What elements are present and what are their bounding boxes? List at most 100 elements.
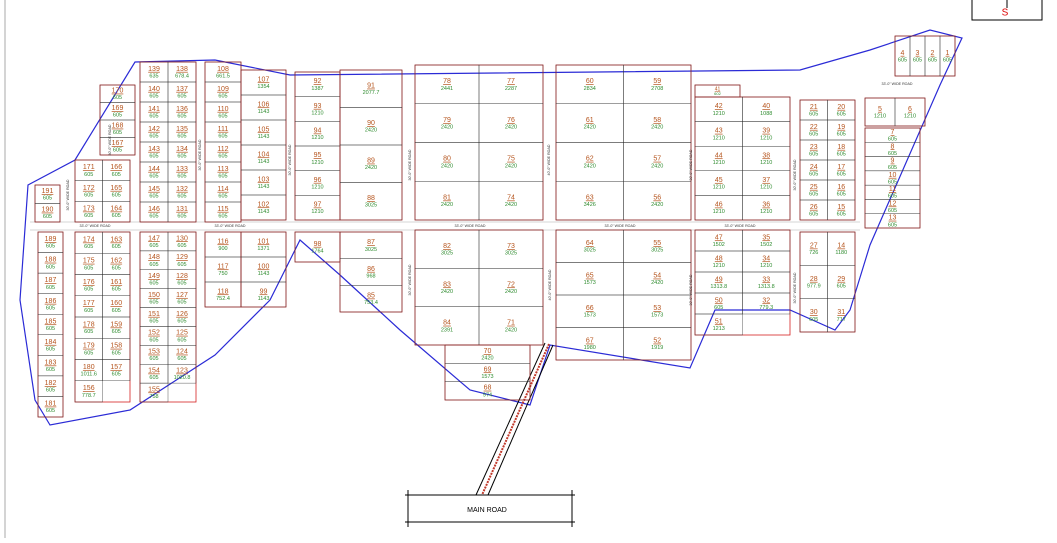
plot-number: 5 <box>878 106 882 113</box>
plot-number: 130 <box>176 235 188 242</box>
plot-number: 41 <box>715 86 721 92</box>
plot-area: 2420 <box>365 128 377 134</box>
plot-number: 72 <box>507 281 515 288</box>
plot-number: 3 <box>916 50 920 57</box>
plot-area: 2834 <box>584 86 596 92</box>
plot-number: 165 <box>110 185 122 192</box>
plot-number: 109 <box>217 86 229 93</box>
plot <box>339 285 403 313</box>
plot-area: 1502 <box>713 242 725 248</box>
plot-number: 158 <box>110 343 122 350</box>
plot-area: 605 <box>112 244 121 250</box>
plot-area: 1354 <box>257 84 269 90</box>
plot-area: 605 <box>809 317 818 323</box>
plot-area: 3025 <box>651 248 663 254</box>
plot-number: 75 <box>507 156 515 163</box>
plot-area: 605 <box>177 262 186 268</box>
plot-number: 13 <box>889 215 897 222</box>
plot-area: 2708 <box>651 86 663 92</box>
plot-number: 103 <box>258 176 270 183</box>
road-label: 30'-0" WIDE ROAD <box>793 272 797 303</box>
plot <box>240 281 287 308</box>
plot-area: 605 <box>177 243 186 249</box>
plot-number: 77 <box>507 78 515 85</box>
plot-number: 47 <box>715 234 723 241</box>
plot-number: 145 <box>148 186 160 193</box>
plot-number: 8 <box>891 143 895 150</box>
plot-area: 605 <box>177 300 186 306</box>
plot-number: 151 <box>148 311 160 318</box>
plot-area: 1143 <box>258 134 270 140</box>
plot-number: 147 <box>148 235 160 242</box>
plot-area: 605 <box>84 172 93 178</box>
plot-number: 39 <box>762 128 770 135</box>
plot-area: 605 <box>888 222 897 228</box>
road-label: 33'-0" WIDE ROAD <box>605 224 636 228</box>
plot-area: 605 <box>837 191 846 197</box>
plot-number: 133 <box>176 166 188 173</box>
plot-number: 166 <box>110 164 122 171</box>
plot-area: 605 <box>177 193 186 199</box>
plot-number: 67 <box>586 338 594 345</box>
plot-number: 179 <box>83 343 95 350</box>
road-label: 30'-0" WIDE ROAD <box>689 149 693 180</box>
plot-area: 1764 <box>311 248 323 254</box>
plot-area: 1213 <box>713 326 725 332</box>
plot-area: 1143 <box>258 271 270 277</box>
plot-area: 752.4 <box>216 296 230 302</box>
plot-area: 2420 <box>505 163 517 169</box>
plot-area: 605 <box>149 356 158 362</box>
plot-area: 753.4 <box>364 300 378 306</box>
plot-number: 150 <box>148 292 160 299</box>
plot-number: 106 <box>258 101 270 108</box>
plot-area: 605 <box>84 350 93 356</box>
plot-area: 1143 <box>258 159 270 165</box>
plot-area: 2420 <box>441 125 453 131</box>
plot-area: 2420 <box>441 163 453 169</box>
plot-area: 1573 <box>651 313 663 319</box>
plot-number: 63 <box>586 194 594 201</box>
road-label: 30'-0" WIDE ROAD <box>689 274 693 305</box>
plot-area: 605 <box>837 211 846 217</box>
plot-area: 605 <box>837 283 846 289</box>
road-label: 30'-0" WIDE ROAD <box>108 124 112 155</box>
plot-area: 605 <box>112 265 121 271</box>
plot-area: 717 <box>837 317 846 323</box>
plot-area: 605 <box>177 113 186 119</box>
plot-area: 605 <box>84 244 93 250</box>
plot-area: 1210 <box>311 209 323 215</box>
plot-area: 1210 <box>713 209 725 215</box>
plot-area: 605 <box>837 151 846 157</box>
plot-number: 140 <box>148 86 160 93</box>
plot-area: 605 <box>149 113 158 119</box>
plot-area: 1573 <box>584 280 596 286</box>
plot-area: 605 <box>177 356 186 362</box>
plot-number: 52 <box>653 338 661 345</box>
plot-number: 118 <box>217 288 228 295</box>
plot-area: 1143 <box>258 109 270 115</box>
plot <box>623 181 692 221</box>
plot-number: 36 <box>762 202 770 209</box>
plot-number: 51 <box>715 318 723 325</box>
plot-area: 1088 <box>760 111 772 117</box>
plot-area: 605 <box>149 243 158 249</box>
plot-number: 169 <box>112 105 124 112</box>
plot-number: 127 <box>176 292 188 299</box>
plot-number: 89 <box>367 158 375 165</box>
plot-number: 114 <box>217 186 228 193</box>
plot-area: 3025 <box>584 248 596 254</box>
plot-area: 605 <box>43 214 52 220</box>
plot-number: 35 <box>762 234 770 241</box>
plot-area: 605 <box>177 213 186 219</box>
plot-area: 605 <box>113 113 122 119</box>
plot-area: 779.3 <box>759 305 773 311</box>
plot-area: 605 <box>837 111 846 117</box>
plot-area: 605 <box>149 153 158 159</box>
plot-area: 3025 <box>441 251 453 257</box>
plot-number: 125 <box>176 330 188 337</box>
plot-number: 40 <box>762 103 770 110</box>
plot-area: 605 <box>84 192 93 198</box>
plot-area: 605 <box>177 337 186 343</box>
plot-area: 1210 <box>904 113 916 119</box>
plot-area: 605 <box>177 318 186 324</box>
